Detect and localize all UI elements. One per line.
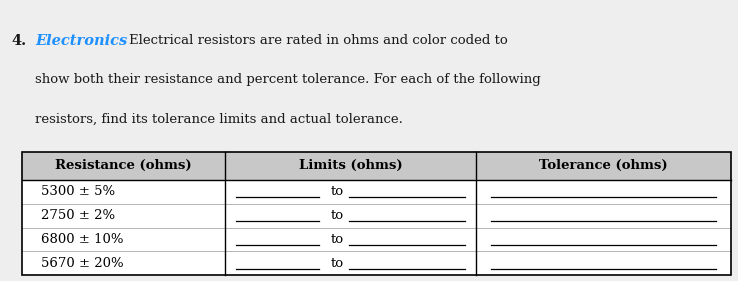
Text: to: to <box>331 185 344 198</box>
Text: 5670 ± 20%: 5670 ± 20% <box>41 257 123 270</box>
Text: 4.: 4. <box>11 34 26 48</box>
Text: to: to <box>331 233 344 246</box>
Text: 6800 ± 10%: 6800 ± 10% <box>41 233 123 246</box>
Bar <box>22 152 731 275</box>
Text: Electronics: Electronics <box>35 34 128 48</box>
Bar <box>22 180 731 275</box>
Text: resistors, find its tolerance limits and actual tolerance.: resistors, find its tolerance limits and… <box>35 112 403 125</box>
Text: to: to <box>331 209 344 222</box>
Bar <box>22 152 731 180</box>
Text: 5300 ± 5%: 5300 ± 5% <box>41 185 114 198</box>
Text: Resistance (ohms): Resistance (ohms) <box>55 159 192 172</box>
Text: Limits (ohms): Limits (ohms) <box>299 159 402 172</box>
Text: show both their resistance and percent tolerance. For each of the following: show both their resistance and percent t… <box>35 73 541 86</box>
Text: 2750 ± 2%: 2750 ± 2% <box>41 209 114 222</box>
Text: Tolerance (ohms): Tolerance (ohms) <box>539 159 668 172</box>
Text: to: to <box>331 257 344 270</box>
Text: Electrical resistors are rated in ohms and color coded to: Electrical resistors are rated in ohms a… <box>129 34 508 47</box>
